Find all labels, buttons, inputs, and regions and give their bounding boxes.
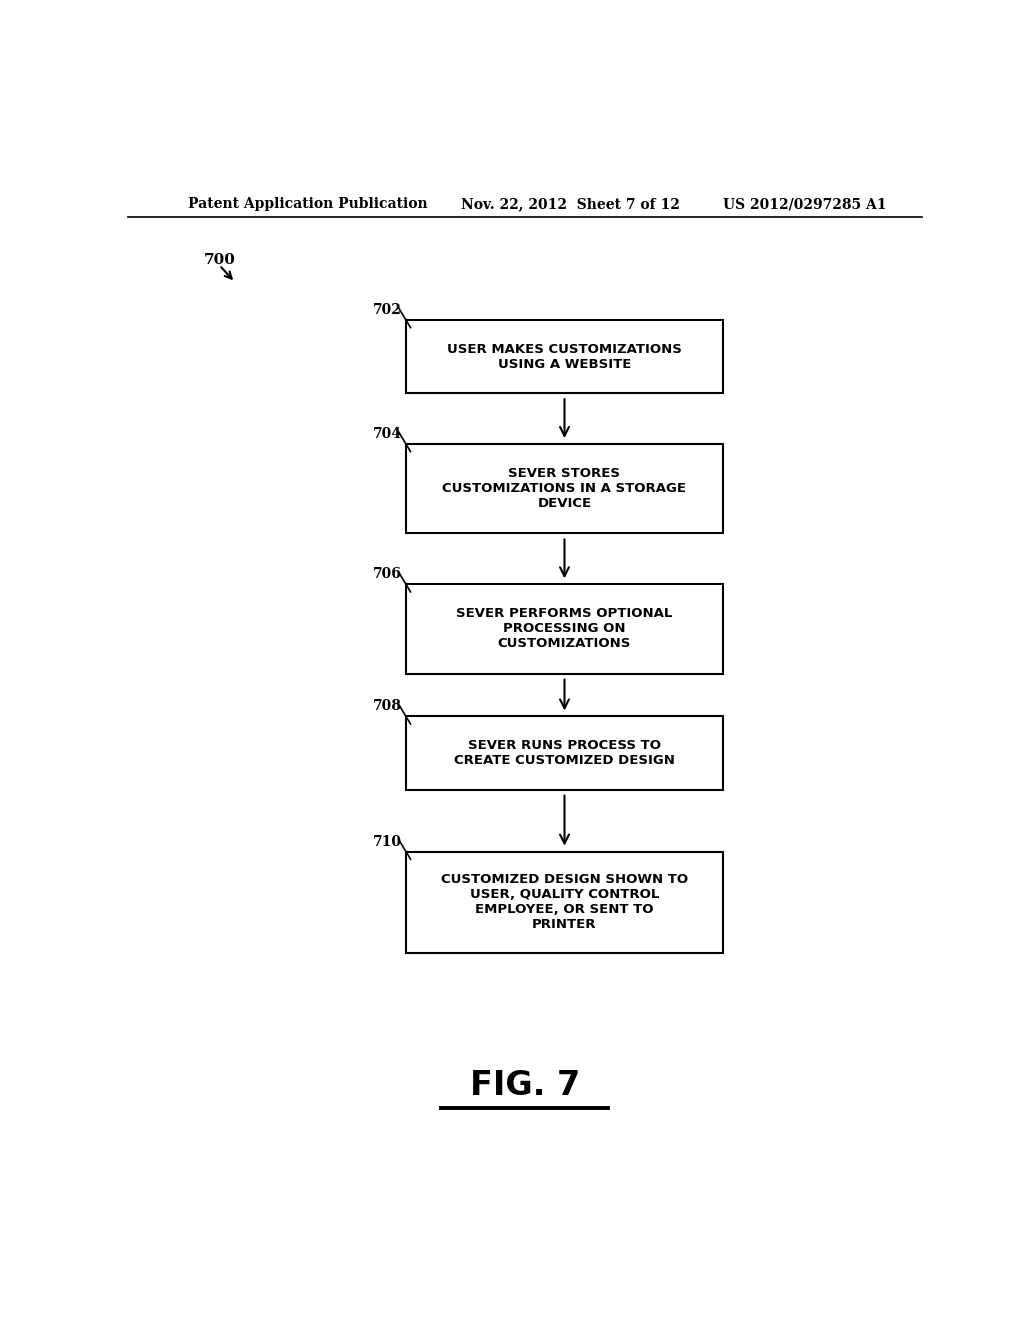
FancyBboxPatch shape <box>406 585 723 673</box>
Text: 706: 706 <box>373 568 401 581</box>
Text: USER MAKES CUSTOMIZATIONS
USING A WEBSITE: USER MAKES CUSTOMIZATIONS USING A WEBSIT… <box>447 343 682 371</box>
Text: 708: 708 <box>373 700 401 713</box>
Text: Patent Application Publication: Patent Application Publication <box>187 197 427 211</box>
Text: Nov. 22, 2012  Sheet 7 of 12: Nov. 22, 2012 Sheet 7 of 12 <box>461 197 680 211</box>
Text: US 2012/0297285 A1: US 2012/0297285 A1 <box>723 197 887 211</box>
Text: CUSTOMIZED DESIGN SHOWN TO
USER, QUALITY CONTROL
EMPLOYEE, OR SENT TO
PRINTER: CUSTOMIZED DESIGN SHOWN TO USER, QUALITY… <box>441 874 688 932</box>
Text: 702: 702 <box>373 304 401 317</box>
Text: SEVER PERFORMS OPTIONAL
PROCESSING ON
CUSTOMIZATIONS: SEVER PERFORMS OPTIONAL PROCESSING ON CU… <box>457 607 673 651</box>
Text: FIG. 7: FIG. 7 <box>470 1069 580 1102</box>
Text: 700: 700 <box>204 253 236 267</box>
FancyBboxPatch shape <box>406 717 723 789</box>
Text: 710: 710 <box>373 834 401 849</box>
FancyBboxPatch shape <box>406 851 723 953</box>
Text: SEVER RUNS PROCESS TO
CREATE CUSTOMIZED DESIGN: SEVER RUNS PROCESS TO CREATE CUSTOMIZED … <box>454 739 675 767</box>
FancyBboxPatch shape <box>406 444 723 533</box>
Text: SEVER STORES
CUSTOMIZATIONS IN A STORAGE
DEVICE: SEVER STORES CUSTOMIZATIONS IN A STORAGE… <box>442 467 686 511</box>
FancyBboxPatch shape <box>406 319 723 393</box>
Text: 704: 704 <box>373 426 401 441</box>
